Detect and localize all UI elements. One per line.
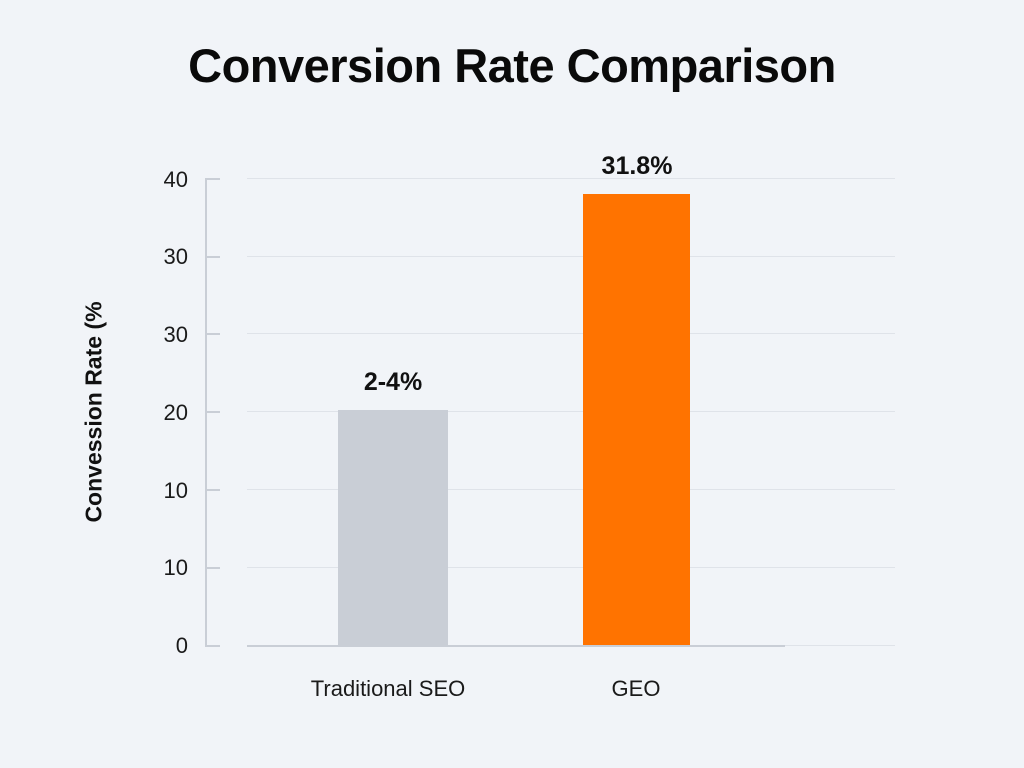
y-tick-label: 20 <box>163 400 188 425</box>
y-tick-label: 30 <box>163 322 188 347</box>
y-tick-label: 40 <box>163 167 188 192</box>
gridline <box>247 178 895 179</box>
y-tick-mark <box>205 256 220 258</box>
bar-value-label-geo: 31.8% <box>601 152 673 180</box>
bar-traditional-seo <box>338 410 448 645</box>
y-tick-mark <box>205 489 220 491</box>
y-tick-mark <box>205 567 220 569</box>
y-tick-mark <box>205 411 220 413</box>
chart-title: Conversion Rate Comparison <box>188 39 836 92</box>
x-tick-label-traditional-seo: Traditional SEO <box>310 676 466 701</box>
y-axis-label: Convession Rate (% <box>80 301 107 523</box>
gridline <box>247 333 895 334</box>
bar-value-label-traditional-seo: 2-4% <box>363 368 423 396</box>
gridline <box>247 256 895 257</box>
x-tick-label-geo: GEO <box>611 676 661 701</box>
y-tick-label: 10 <box>163 478 188 503</box>
gridline <box>247 489 895 490</box>
y-tick-mark <box>205 645 220 647</box>
y-tick-mark <box>205 178 220 180</box>
y-tick-label: 0 <box>175 633 188 658</box>
y-tick-label: 30 <box>163 244 188 269</box>
gridline <box>247 411 895 412</box>
bar-geo <box>583 194 690 645</box>
gridline <box>247 567 895 568</box>
y-tick-label: 10 <box>163 555 188 580</box>
y-tick-mark <box>205 333 220 335</box>
x-axis-baseline <box>247 645 785 647</box>
